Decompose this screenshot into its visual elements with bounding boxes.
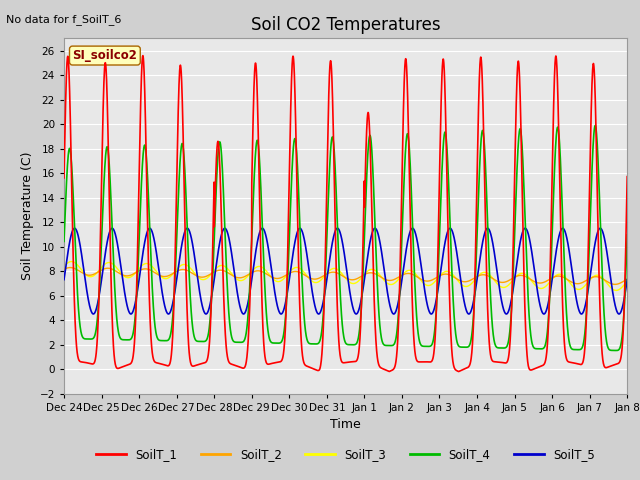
SoilT_3 — [181, 262, 189, 267]
Line: SoilT_4: SoilT_4 — [64, 126, 627, 350]
SoilT_1 — [623, 181, 631, 187]
SoilT_3 — [218, 263, 225, 268]
SoilT_3 — [60, 264, 68, 269]
SoilT_3 — [612, 288, 620, 293]
SoilT_1 — [181, 215, 189, 220]
SoilT_2 — [60, 266, 68, 272]
SoilT_3 — [401, 270, 408, 276]
SoilT_5 — [428, 311, 435, 317]
SoilT_5 — [623, 278, 631, 284]
SoilT_5 — [218, 232, 225, 238]
SoilT_1 — [411, 345, 419, 351]
Legend: SoilT_1, SoilT_2, SoilT_3, SoilT_4, SoilT_5: SoilT_1, SoilT_2, SoilT_3, SoilT_4, Soil… — [92, 444, 600, 466]
SoilT_1 — [401, 67, 408, 72]
SoilT_5 — [570, 282, 578, 288]
Text: No data for f_SoilT_6: No data for f_SoilT_6 — [6, 14, 122, 25]
SoilT_2 — [218, 267, 225, 273]
SoilT_1 — [218, 216, 225, 222]
SoilT_4 — [60, 239, 68, 244]
Line: SoilT_3: SoilT_3 — [64, 262, 627, 290]
SoilT_3 — [570, 284, 578, 290]
Line: SoilT_5: SoilT_5 — [64, 228, 627, 314]
SoilT_1 — [455, 369, 463, 374]
SoilT_5 — [409, 226, 417, 231]
SoilT_3 — [623, 278, 631, 284]
SoilT_2 — [181, 267, 189, 273]
Text: SI_soilco2: SI_soilco2 — [72, 49, 138, 62]
SoilT_1 — [623, 174, 631, 180]
SoilT_4 — [181, 164, 189, 170]
SoilT_1 — [570, 360, 578, 366]
SoilT_5 — [181, 229, 189, 235]
X-axis label: Time: Time — [330, 418, 361, 431]
SoilT_3 — [411, 270, 419, 276]
SoilT_4 — [570, 347, 577, 352]
SoilT_4 — [612, 348, 620, 353]
SoilT_2 — [401, 271, 408, 277]
SoilT_2 — [623, 276, 631, 282]
SoilT_4 — [410, 270, 418, 276]
SoilT_5 — [623, 277, 631, 283]
SoilT_2 — [570, 280, 578, 286]
SoilT_4 — [591, 123, 599, 129]
SoilT_5 — [411, 228, 419, 234]
SoilT_5 — [401, 258, 408, 264]
SoilT_4 — [623, 232, 631, 238]
SoilT_4 — [623, 237, 631, 242]
SoilT_4 — [401, 167, 408, 172]
SoilT_1 — [60, 175, 68, 181]
SoilT_3 — [623, 278, 631, 284]
SoilT_3 — [68, 259, 76, 264]
Line: SoilT_1: SoilT_1 — [64, 56, 627, 372]
SoilT_2 — [623, 276, 631, 282]
Title: Soil CO2 Temperatures: Soil CO2 Temperatures — [251, 16, 440, 34]
SoilT_1 — [139, 53, 147, 59]
Y-axis label: Soil Temperature (C): Soil Temperature (C) — [21, 152, 34, 280]
SoilT_4 — [218, 149, 225, 155]
Line: SoilT_2: SoilT_2 — [64, 267, 627, 284]
SoilT_2 — [67, 264, 74, 270]
SoilT_2 — [611, 281, 619, 287]
SoilT_2 — [411, 273, 419, 278]
SoilT_5 — [60, 277, 68, 283]
